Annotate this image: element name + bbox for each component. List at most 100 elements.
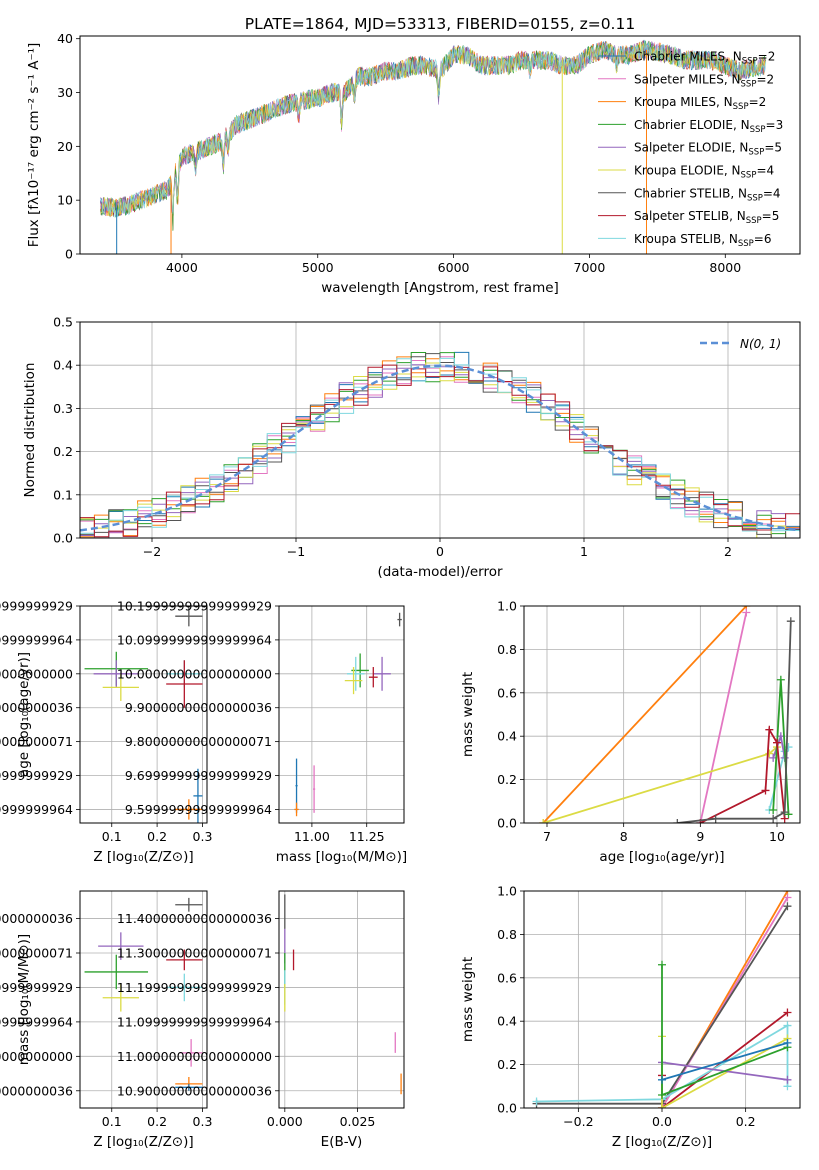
legend-entry: Kroupa STELIB, NSSP=6 [634, 232, 772, 249]
y-tick-label: 9.80000000000000071 [0, 734, 73, 749]
y-tick-label: 11.09999999999999964 [117, 1014, 272, 1029]
legend-entry: Chabrier MILES, NSSP=2 [634, 50, 775, 67]
y-tick-label: 0.8 [497, 927, 517, 942]
x-tick-label: 0 [436, 544, 444, 559]
y-tick-label: 0.4 [53, 358, 73, 373]
y-tick-label: 0.2 [497, 772, 517, 787]
x-tick-label: 4000 [166, 260, 198, 275]
weight-line-1 [699, 612, 748, 823]
legend-entry: Salpeter ELODIE, NSSP=5 [634, 141, 782, 158]
y-tick-label: 0.3 [53, 401, 73, 416]
y-axis-label: Normed distribution [22, 363, 38, 498]
legend-count: =2 [758, 50, 776, 64]
y-axis-label: age [log₁₀(age/yr)] [16, 652, 32, 777]
y-tick-label: 10.00000000000000000 [117, 666, 272, 681]
plot-area-residuals [80, 351, 800, 538]
x-tick-label: 11.25 [349, 829, 385, 844]
y-tick-label: 11.30000000000000071 [0, 946, 73, 961]
axes-residuals: −2 −1 0 1 2 0.0 0.1 0.2 0.3 0.4 0.5 (data-model)/er… [22, 315, 801, 580]
plot-area-spectrum [100, 39, 766, 254]
spectrum-line-2 [100, 40, 766, 231]
weight-marker [783, 1021, 792, 1030]
y-tick-label: 10.00000000000000000 [0, 666, 73, 681]
histogram-7 [80, 364, 800, 538]
weight-marker [783, 902, 792, 911]
axes-mass_vs_EBV: 0.000 0.025 10.90000000000000036 11.0000000… [117, 890, 405, 1150]
y-axis-label: mass weight [460, 672, 476, 757]
y-tick-label: 9.59999999999999964 [0, 802, 73, 817]
y-tick-label: 11.19999999999999929 [117, 980, 272, 995]
y-tick-label: 11.30000000000000071 [117, 946, 272, 961]
y-tick-label: 11.00000000000000000 [0, 1049, 73, 1064]
x-axis-label: Z [log₁₀(Z/Z⊙)] [93, 849, 193, 865]
legend-name: Chabrier ELODIE, N [634, 118, 750, 132]
weight-line-8 [536, 1023, 789, 1103]
y-tick-label: 11.00000000000000000 [117, 1049, 272, 1064]
y-tick-label: 10.09999999999999964 [0, 632, 73, 647]
plot-area-weight_vs_age [539, 606, 795, 823]
x-tick-label: 0.2 [147, 829, 167, 844]
weight-marker [776, 675, 785, 684]
legend-count: =5 [762, 209, 780, 223]
spectrum-line-5 [100, 41, 766, 217]
x-axis-label: Z [log₁₀(Z/Z⊙)] [93, 1134, 193, 1150]
legend-sub: SSP [746, 216, 762, 226]
histogram-5 [80, 362, 800, 538]
legend-name: Kroupa STELIB, N [634, 232, 738, 246]
y-tick-label: 30 [57, 85, 73, 100]
weight-marker [783, 1038, 792, 1047]
weight-marker [761, 786, 770, 795]
normal-curve [80, 364, 800, 532]
legend-name: Salpeter ELODIE, N [634, 141, 748, 155]
axes-frame [79, 321, 801, 539]
axes-age_vs_Z: 0.1 0.2 0.3 9.59999999999999964 9.6999999999… [0, 599, 212, 866]
axes-age_vs_mass: 11.00 11.25 9.59999999999999964 9.699999999… [117, 599, 407, 866]
weight-marker [711, 814, 720, 823]
x-tick-label: 5000 [302, 260, 334, 275]
legend-entry: Chabrier STELIB, NSSP=4 [634, 186, 781, 203]
y-tick-label: 11.40000000000000036 [0, 911, 73, 926]
axes-frame [523, 605, 801, 824]
histogram-8 [80, 357, 800, 538]
x-tick-label: 7 [543, 829, 551, 844]
legend-count: =2 [756, 72, 774, 86]
y-tick-label: 0.4 [497, 1014, 517, 1029]
y-tick-label: 0.1 [53, 487, 73, 502]
axes-frame [79, 35, 801, 255]
legend-sub: SSP [748, 148, 764, 158]
weight-marker [784, 743, 793, 752]
weight-marker [539, 819, 548, 823]
y-tick-label: 10.90000000000000036 [117, 1083, 272, 1098]
x-axis-label: wavelength [Angstrom, rest frame] [321, 280, 559, 296]
axes-frame [278, 890, 405, 1109]
legend-entry: N(0, 1) [740, 337, 781, 351]
x-axis-label: age [log₁₀(age/yr)] [599, 849, 724, 865]
y-tick-label: 0.5 [53, 315, 73, 330]
axes-frame [523, 890, 801, 1109]
axes-weight_vs_age: 7 8 9 10 0.0 0.2 0.4 0.6 0.8 1.0 age [log₁₀(age/yr… [460, 599, 801, 865]
weight-line-0 [661, 1042, 788, 1081]
y-tick-label: 11.09999999999999964 [0, 1014, 73, 1029]
y-tick-label: 11.40000000000000036 [117, 911, 272, 926]
x-tick-label: 8000 [709, 260, 741, 275]
x-tick-label: 8 [620, 829, 628, 844]
weight-line-5 [661, 1036, 788, 1108]
spectrum-line-8 [100, 40, 766, 218]
y-tick-label: 9.59999999999999964 [125, 802, 272, 817]
x-tick-label: 0.2 [736, 1114, 756, 1129]
x-tick-label: 0.2 [147, 1114, 167, 1129]
x-tick-label: 6000 [438, 260, 470, 275]
x-tick-label: 7000 [574, 260, 606, 275]
y-tick-label: 10.90000000000000036 [0, 1083, 73, 1098]
y-axis-label: Flux [fλ10⁻¹⁷ erg cm⁻² s⁻¹ A⁻¹] [26, 43, 42, 248]
weight-marker [769, 814, 778, 823]
y-tick-label: 10.09999999999999964 [117, 632, 272, 647]
axes-frame [79, 890, 208, 1109]
legend-entry: Kroupa MILES, NSSP=2 [634, 95, 766, 112]
legend-name: Kroupa ELODIE, N [634, 164, 741, 178]
histogram-legend: N(0, 1) [700, 337, 781, 351]
weight-line-7 [661, 1011, 789, 1108]
weight-marker [765, 749, 774, 758]
